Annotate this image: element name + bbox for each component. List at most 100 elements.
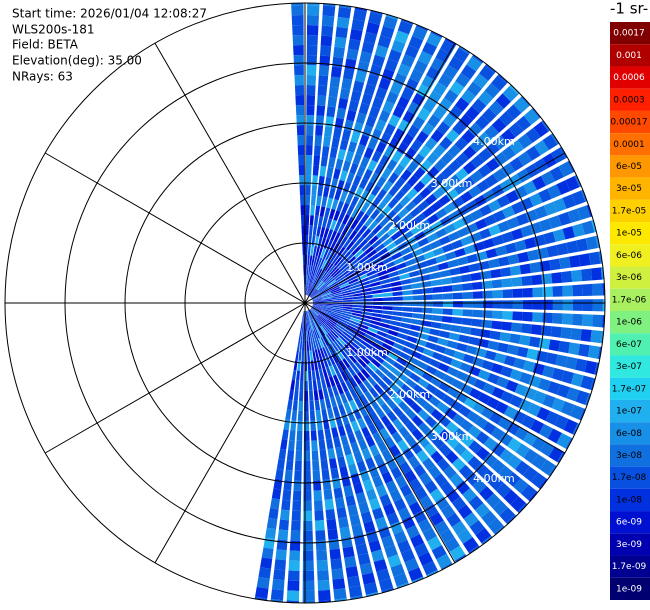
ray-gate <box>415 396 428 408</box>
ray-gate <box>404 469 417 483</box>
ray-gate <box>462 300 473 308</box>
ray-gate <box>412 301 423 307</box>
ray-gate <box>391 150 404 163</box>
ray-gate <box>309 400 315 411</box>
ray-gate <box>354 361 364 372</box>
ray-gate <box>348 278 359 285</box>
ray-gate <box>300 215 305 226</box>
ray-gate <box>369 253 380 262</box>
ray-gate <box>380 318 392 325</box>
ray-gate <box>481 359 494 371</box>
ray-gate <box>312 300 323 303</box>
ray-gate <box>456 256 469 266</box>
ray-gate <box>352 310 363 314</box>
ray-gate <box>464 374 478 386</box>
ray-gate <box>405 420 417 433</box>
ray-gate <box>401 317 412 324</box>
colorbar-label: 0.0003 <box>613 95 645 105</box>
ray-gate <box>365 435 376 448</box>
ray-gate <box>315 409 322 421</box>
ray-gate <box>477 392 491 405</box>
range-label: 1.00km <box>346 261 388 274</box>
ray-gate <box>392 202 404 214</box>
ray-gate <box>519 263 532 275</box>
ray-gate <box>342 214 350 225</box>
ray-gate <box>306 285 309 296</box>
ray-gate <box>437 362 450 373</box>
ray-gate <box>393 72 407 86</box>
ray-gate <box>509 84 520 95</box>
ray-gate <box>314 510 324 521</box>
ray-gate <box>452 121 467 136</box>
ray-gate <box>449 267 461 276</box>
ray-gate <box>342 292 353 296</box>
ray-gate <box>554 415 569 430</box>
ray-gate <box>311 185 318 196</box>
ray-gate <box>314 135 323 146</box>
ray-gate <box>372 475 384 488</box>
ray-gate <box>293 45 304 56</box>
ray-gate <box>386 410 398 423</box>
ray-gate <box>472 54 484 64</box>
ray-gate <box>472 356 485 368</box>
ray-gate <box>318 283 327 292</box>
ray-gate <box>306 310 309 321</box>
ray-gate <box>312 470 321 481</box>
ray-gate <box>517 251 530 263</box>
ray-gate <box>590 330 602 344</box>
ray-gate <box>358 382 368 394</box>
ray-gate <box>428 395 441 408</box>
ray-gate <box>330 219 337 231</box>
ray-gate <box>502 300 513 309</box>
ray-gate <box>323 322 332 332</box>
ray-gate <box>326 344 334 355</box>
ray-gate <box>484 124 499 140</box>
ray-gate <box>585 393 591 406</box>
ray-gate <box>433 388 446 401</box>
ray-gate <box>572 313 583 326</box>
ray-gate <box>366 269 377 277</box>
ray-gate <box>313 155 321 166</box>
ray-gate <box>394 190 406 202</box>
ray-gate <box>407 174 419 187</box>
ray-gate <box>390 347 402 356</box>
ray-gate <box>396 96 410 110</box>
ray-gate <box>432 187 445 200</box>
ray-gate <box>447 174 461 187</box>
ray-gate <box>356 252 367 261</box>
ray-gate <box>491 118 507 133</box>
ray-gate <box>336 258 345 268</box>
ray-gate <box>556 180 571 195</box>
ray-gate <box>503 355 516 367</box>
ray-gate <box>348 322 359 329</box>
ray-gate <box>313 245 318 257</box>
ray-gate <box>458 464 473 479</box>
ray-gate <box>370 341 382 350</box>
ray-gate <box>361 228 372 239</box>
ray-gate <box>402 290 413 296</box>
ray-gate <box>460 64 477 80</box>
ray-gate <box>351 363 360 374</box>
ray-gate <box>463 244 476 255</box>
ray-gate <box>335 26 349 39</box>
ray-gate <box>319 399 326 410</box>
colorbar-cell <box>610 422 650 445</box>
ray-gate <box>317 429 325 441</box>
ray-gate <box>337 260 347 270</box>
ray-gate <box>321 292 332 297</box>
ray-gate <box>442 308 453 316</box>
ray-gate <box>361 448 372 460</box>
colorbar-label: 6e-09 <box>616 518 642 528</box>
ray-gate <box>434 473 448 487</box>
ray-gate <box>294 75 304 86</box>
ray-gate <box>341 289 352 295</box>
ray-gate <box>346 240 355 251</box>
colorbar-cell <box>610 355 650 378</box>
ray-gate <box>338 320 348 327</box>
ray-gate <box>318 589 331 601</box>
ray-gate <box>349 399 358 411</box>
ray-gate <box>354 249 364 259</box>
ray-gate <box>312 225 318 236</box>
ray-gate <box>412 313 423 319</box>
ray-gate <box>308 370 312 381</box>
